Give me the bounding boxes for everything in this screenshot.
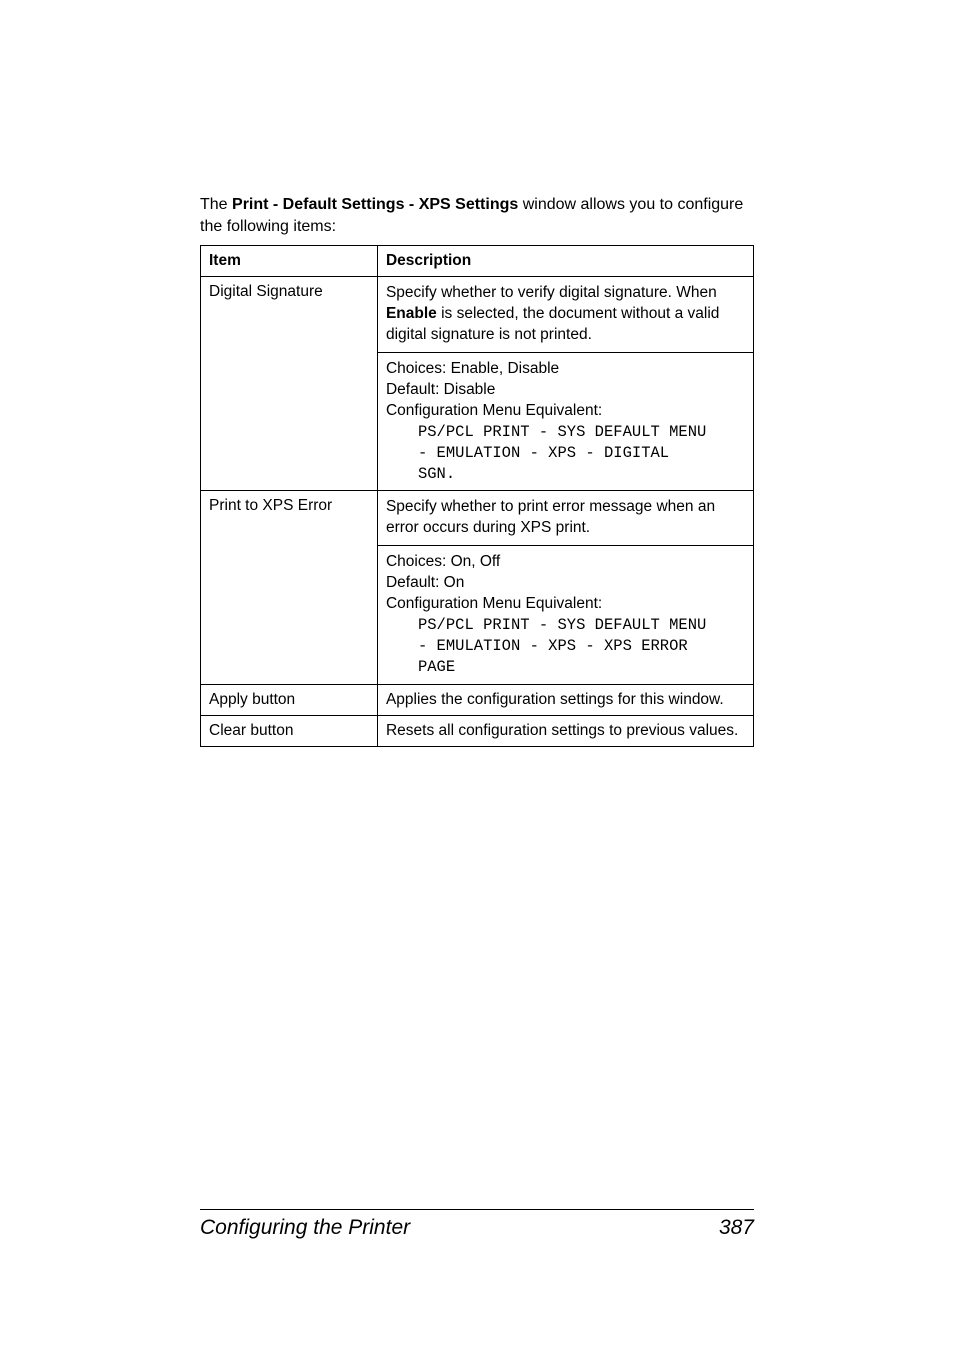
table-row: Digital Signature Specify whether to ver… (201, 277, 754, 353)
intro-paragraph: The Print - Default Settings - XPS Setti… (200, 194, 754, 237)
desc-plain: Specify whether to print error message w… (386, 498, 715, 536)
intro-prefix: The (200, 196, 232, 213)
cell-description: Applies the configuration settings for t… (377, 684, 753, 715)
footer-page-number: 387 (719, 1216, 754, 1240)
mono-line: PS/PCL PRINT - SYS DEFAULT MENU (386, 615, 745, 636)
cell-item: Apply button (201, 684, 378, 715)
desc-bold: Enable (386, 305, 437, 322)
mono-line: SGN. (386, 464, 745, 485)
header-description: Description (377, 246, 753, 277)
header-item: Item (201, 246, 378, 277)
mono-line: - EMULATION - XPS - DIGITAL (386, 443, 745, 464)
page-footer: Configuring the Printer 387 (200, 1209, 754, 1240)
cell-description: Resets all configuration settings to pre… (377, 715, 753, 746)
table-header-row: Item Description (201, 246, 754, 277)
cell-item: Clear button (201, 715, 378, 746)
choices-line: Default: Disable (386, 380, 745, 401)
cell-choices: Choices: Enable, Disable Default: Disabl… (377, 352, 753, 491)
choices-line: Choices: Enable, Disable (386, 359, 745, 380)
choices-line: Configuration Menu Equivalent: (386, 401, 745, 422)
mono-line: - EMULATION - XPS - XPS ERROR (386, 636, 745, 657)
table-row: Clear button Resets all configuration se… (201, 715, 754, 746)
intro-bold: Print - Default Settings - XPS Settings (232, 196, 518, 213)
footer-title: Configuring the Printer (200, 1216, 410, 1240)
settings-table: Item Description Digital Signature Speci… (200, 245, 754, 747)
cell-choices: Choices: On, Off Default: On Configurati… (377, 546, 753, 685)
cell-item: Print to XPS Error (201, 491, 378, 684)
mono-line: PS/PCL PRINT - SYS DEFAULT MENU (386, 422, 745, 443)
table-row: Print to XPS Error Specify whether to pr… (201, 491, 754, 546)
table-row: Apply button Applies the configuration s… (201, 684, 754, 715)
page-content: The Print - Default Settings - XPS Setti… (0, 0, 954, 1350)
desc-prefix: Specify whether to verify digital signat… (386, 284, 717, 301)
desc-suffix: is selected, the document without a vali… (386, 305, 719, 343)
choices-line: Default: On (386, 573, 745, 594)
choices-line: Choices: On, Off (386, 552, 745, 573)
cell-description: Specify whether to verify digital signat… (377, 277, 753, 353)
cell-description: Specify whether to print error message w… (377, 491, 753, 546)
choices-line: Configuration Menu Equivalent: (386, 594, 745, 615)
mono-line: PAGE (386, 657, 745, 678)
cell-item: Digital Signature (201, 277, 378, 491)
